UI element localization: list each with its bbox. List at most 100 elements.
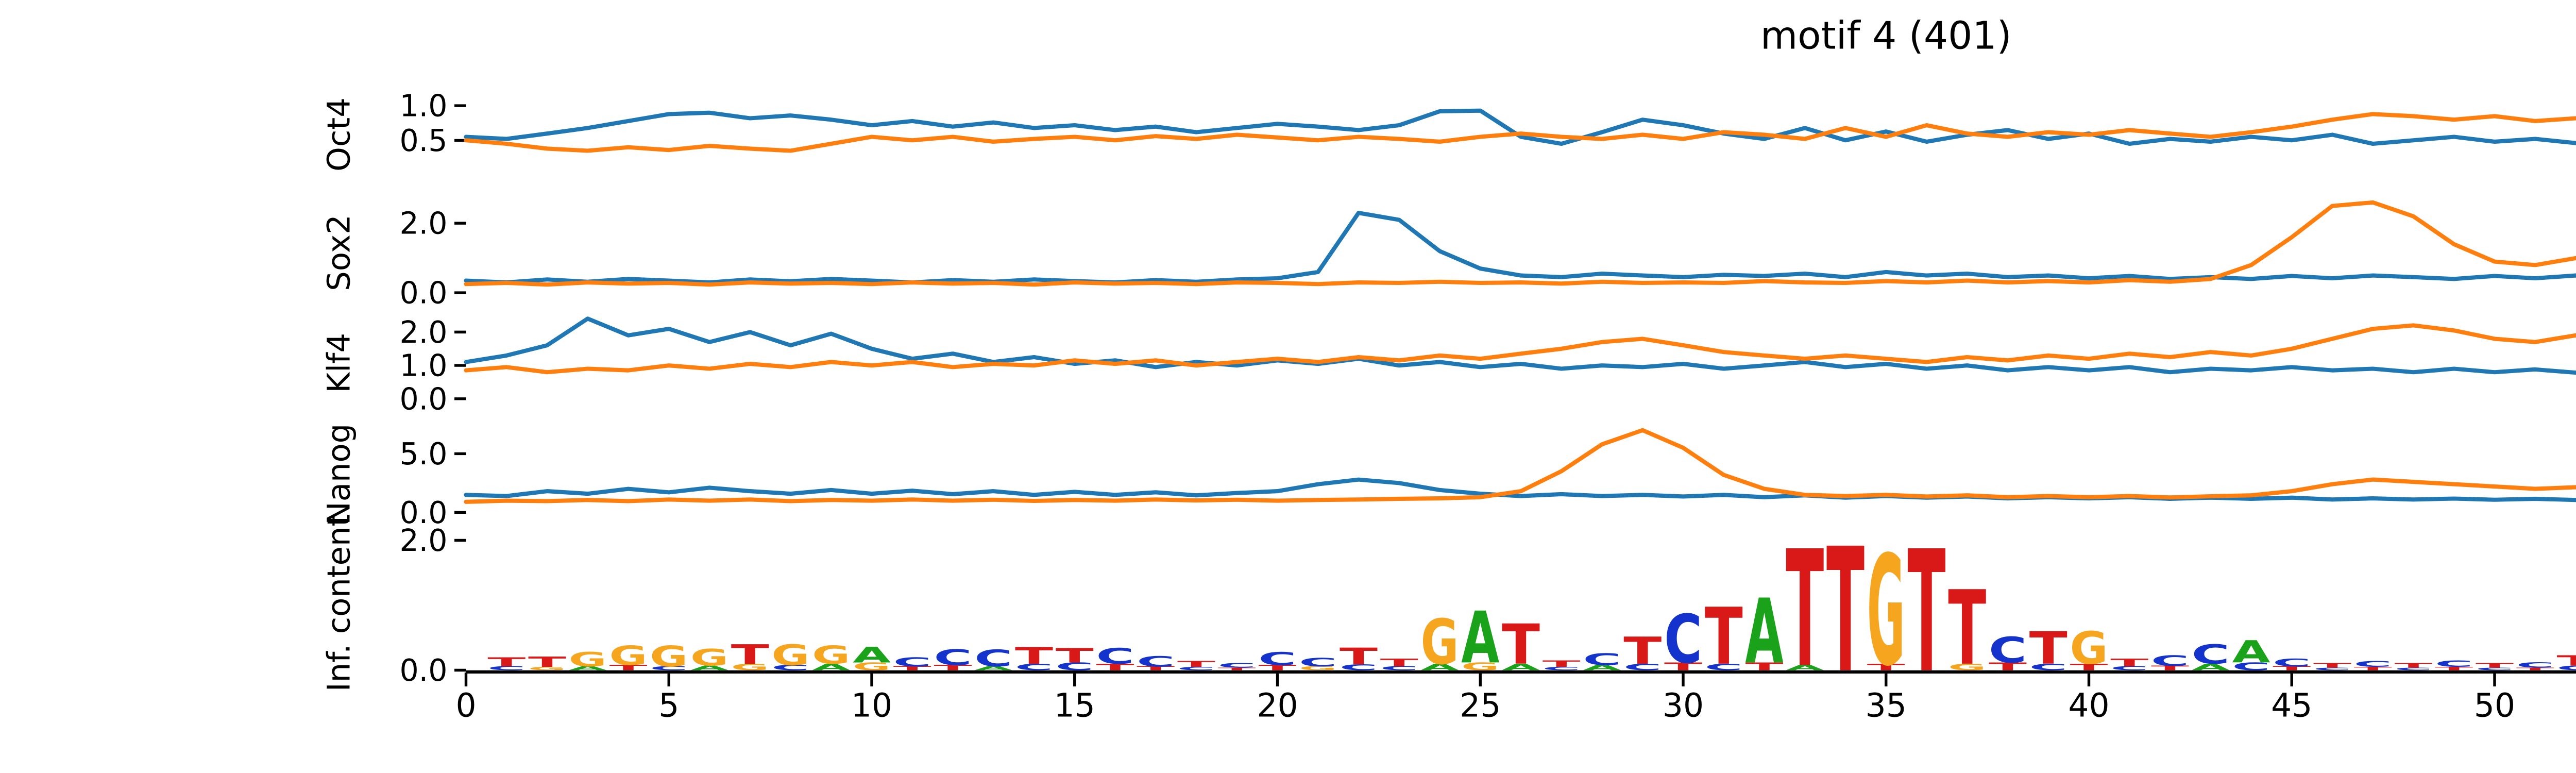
- logo-letter-T: T: [609, 664, 647, 672]
- logo-letter-T: T: [487, 654, 526, 669]
- logo-letter-C: C: [650, 665, 688, 671]
- logo-glyph: C: [1015, 662, 1053, 672]
- logo-glyph: C: [1340, 663, 1378, 672]
- logo-letter-T: T: [2394, 662, 2432, 669]
- logo-glyph: A: [2232, 635, 2270, 670]
- x-tick-label: 40: [2068, 687, 2109, 725]
- logo-letter-C: C: [1989, 630, 2027, 671]
- logo-glyph: G: [528, 666, 566, 671]
- logo-letter-T: T: [2029, 623, 2067, 675]
- logo-letter-G: G: [1948, 662, 1986, 672]
- x-tick-label: 5: [658, 687, 679, 725]
- logo-letter-T: T: [893, 665, 931, 671]
- logo-glyph: A: [1502, 662, 1540, 672]
- logo-letter-T: T: [2070, 662, 2108, 672]
- logo-glyph: T: [1137, 665, 1175, 671]
- logo-glyph: C: [1664, 601, 1702, 679]
- logo-letter-T: T: [2354, 666, 2392, 671]
- logo-letter-C: C: [1218, 662, 1256, 669]
- logo-letter-G: G: [771, 638, 809, 672]
- logo-glyph: C: [934, 645, 972, 670]
- logo-glyph: C: [2394, 667, 2432, 671]
- logo-glyph: A: [1583, 664, 1621, 672]
- logo-letter-C: C: [2516, 661, 2554, 669]
- logo-letter-G: G: [1461, 660, 1499, 673]
- logo-glyph: C: [771, 664, 809, 672]
- logo-glyph: A: [974, 665, 1012, 671]
- logo-letter-G: G: [2070, 623, 2108, 675]
- logo-letter-C: C: [1340, 663, 1378, 672]
- logo-glyph: T: [1745, 660, 1783, 673]
- logo-glyph: T: [934, 664, 972, 672]
- logo-letter-A: A: [853, 643, 891, 668]
- logo-letter-T: T: [2516, 667, 2554, 671]
- logo-letter-T: T: [1137, 665, 1175, 671]
- logo-letter-G: G: [1420, 607, 1459, 679]
- logo-glyph: T: [1867, 662, 1906, 672]
- logo-letter-T: T: [2273, 665, 2311, 671]
- logo-glyph: C: [2354, 660, 2392, 669]
- logo-letter-C: C: [1258, 649, 1296, 669]
- logo-glyph: C: [1056, 660, 1094, 673]
- logo-letter-A: A: [2232, 635, 2270, 670]
- logo-letter-C: C: [487, 665, 526, 671]
- logo-letter-T: T: [934, 664, 972, 672]
- logo-letter-C: C: [1137, 653, 1175, 670]
- logo-glyph: A: [690, 664, 728, 671]
- y-tick-label: 2.0: [399, 523, 447, 558]
- logo-letter-G: G: [1867, 524, 1905, 700]
- y-tick-label: 1.0: [399, 348, 447, 383]
- logo-glyph: C: [2435, 659, 2473, 669]
- x-tick-label: 45: [2271, 687, 2312, 725]
- logo-glyph: G: [609, 640, 647, 671]
- y-tick-label: 0.0: [399, 381, 447, 416]
- logo-letter-A: A: [812, 662, 851, 672]
- logo-glyph: T: [528, 654, 567, 670]
- logo-glyph: T: [2516, 667, 2554, 671]
- logo-glyph: A: [1461, 596, 1499, 679]
- logo-glyph: T: [1015, 643, 1054, 669]
- logo-letter-G: G: [812, 641, 850, 669]
- logo-letter-A: A: [1583, 664, 1621, 672]
- logo-glyph: G: [853, 660, 891, 673]
- logo-glyph: G: [771, 638, 809, 672]
- logo-letter-C: C: [2151, 653, 2189, 669]
- logo-letter-T: T: [2110, 657, 2148, 669]
- logo-glyph: T: [1786, 517, 1824, 703]
- logo-glyph: T: [2110, 657, 2148, 669]
- logo-glyph: G: [650, 640, 688, 673]
- logo-letter-A: A: [1786, 664, 1824, 672]
- logo-letter-A: A: [2192, 662, 2230, 672]
- logo-letter-T: T: [1705, 591, 1743, 683]
- logo-glyph: C: [974, 645, 1012, 672]
- logo-glyph: T: [1623, 629, 1662, 673]
- y-tick-label: 2.0: [399, 206, 447, 241]
- logo-letter-T: T: [1989, 660, 2027, 673]
- logo-glyph: G: [1867, 524, 1905, 700]
- logo-glyph: A: [1745, 580, 1783, 684]
- logo-glyph: T: [2273, 665, 2311, 671]
- logo-letter-G: G: [569, 648, 607, 671]
- logo-letter-C: C: [2110, 665, 2148, 671]
- logo-glyph: C: [1380, 665, 1418, 671]
- logo-glyph: C: [487, 665, 526, 671]
- logo-glyph: T: [1989, 660, 2027, 673]
- logo-glyph: C: [2029, 662, 2067, 672]
- logo-letter-T: T: [2476, 662, 2514, 669]
- logo-letter-T: T: [1015, 643, 1054, 669]
- x-tick-label: 15: [1054, 687, 1095, 725]
- logo-letter-C: C: [2435, 659, 2473, 669]
- logo-glyph: T: [1705, 591, 1743, 683]
- y-tick-label: 0.0: [399, 495, 447, 530]
- series-line-2: [464, 323, 2576, 375]
- series-line-2: [464, 112, 2576, 153]
- logo-glyph: C: [1096, 644, 1134, 669]
- x-tick-label: 30: [1663, 687, 1704, 725]
- logo-letter-T: T: [1380, 657, 1418, 669]
- logo-letter-A: A: [974, 665, 1012, 671]
- logo-letter-C: C: [1543, 666, 1581, 671]
- logo-glyph: A: [1786, 664, 1824, 672]
- logo-letter-A: A: [569, 665, 607, 671]
